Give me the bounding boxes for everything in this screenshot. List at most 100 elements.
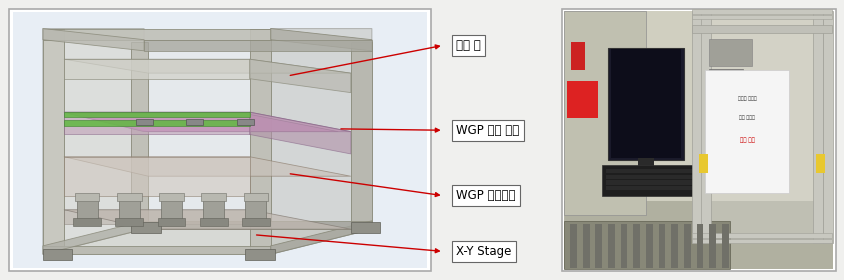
Polygon shape	[249, 59, 350, 93]
Bar	[691, 11, 701, 243]
Bar	[564, 11, 646, 215]
Bar	[75, 193, 100, 201]
Bar	[620, 224, 627, 268]
Polygon shape	[64, 157, 350, 176]
Bar	[570, 224, 576, 268]
Bar	[249, 29, 270, 254]
Bar	[812, 11, 822, 243]
Polygon shape	[270, 29, 371, 51]
Bar	[721, 224, 728, 268]
Bar	[350, 222, 380, 233]
Bar	[199, 218, 227, 226]
Bar	[571, 43, 585, 70]
Bar	[691, 9, 830, 13]
Bar	[564, 221, 729, 269]
Bar	[637, 154, 654, 173]
Polygon shape	[64, 210, 350, 229]
Polygon shape	[43, 29, 270, 40]
Polygon shape	[43, 229, 371, 254]
Bar	[203, 196, 224, 224]
Bar	[561, 9, 835, 271]
Polygon shape	[64, 210, 249, 224]
Bar	[73, 218, 101, 226]
Bar	[658, 224, 665, 268]
Bar	[564, 201, 832, 269]
Bar	[132, 222, 161, 233]
Bar	[117, 193, 142, 201]
Bar	[633, 224, 640, 268]
Bar	[691, 25, 830, 33]
Text: 편광 계측기: 편광 계측기	[738, 115, 755, 120]
Polygon shape	[64, 120, 249, 125]
Bar	[704, 70, 788, 193]
Polygon shape	[144, 40, 371, 51]
Polygon shape	[43, 29, 144, 254]
Bar	[132, 43, 149, 228]
Text: 광폐형 노광기: 광폐형 노광기	[737, 96, 755, 101]
Polygon shape	[144, 221, 371, 229]
Bar	[704, 171, 721, 190]
Bar	[605, 186, 696, 190]
Bar	[14, 12, 426, 268]
Bar	[815, 154, 824, 173]
Bar	[605, 180, 696, 185]
Bar	[245, 196, 266, 224]
Bar	[186, 119, 203, 125]
Bar	[691, 239, 830, 243]
Bar	[161, 196, 181, 224]
Bar	[350, 43, 371, 228]
Bar	[582, 224, 589, 268]
Polygon shape	[64, 112, 249, 134]
Bar	[698, 154, 706, 173]
Bar	[708, 69, 742, 80]
Bar	[608, 48, 683, 160]
Bar	[201, 193, 225, 201]
Bar	[14, 12, 426, 268]
Polygon shape	[43, 221, 144, 254]
Bar	[77, 196, 98, 224]
Text: WGP 계측장치: WGP 계측장치	[456, 189, 515, 202]
Bar	[243, 193, 268, 201]
Polygon shape	[64, 112, 350, 132]
Bar	[9, 9, 430, 271]
Bar	[683, 224, 690, 268]
Bar	[158, 218, 185, 226]
Bar	[646, 224, 652, 268]
Bar	[608, 224, 614, 268]
Bar	[691, 233, 830, 237]
Polygon shape	[270, 221, 371, 254]
Bar	[691, 11, 830, 243]
Bar	[671, 224, 678, 268]
Bar	[566, 81, 598, 118]
Polygon shape	[68, 113, 338, 132]
Text: X-Y Stage: X-Y Stage	[456, 245, 511, 258]
Bar	[695, 224, 702, 268]
Bar	[595, 224, 602, 268]
Bar	[610, 50, 680, 158]
Bar	[119, 196, 140, 224]
Bar	[708, 39, 750, 66]
Polygon shape	[64, 59, 249, 79]
Bar	[564, 11, 832, 269]
Text: 광원 부: 광원 부	[456, 39, 480, 52]
Text: 특수 금급: 특수 금급	[739, 137, 754, 143]
Bar	[241, 218, 269, 226]
Polygon shape	[43, 29, 144, 51]
Bar	[14, 12, 426, 268]
Polygon shape	[43, 246, 270, 254]
Bar	[245, 249, 274, 260]
Bar	[700, 11, 710, 243]
Polygon shape	[64, 157, 249, 196]
Bar	[605, 175, 696, 179]
Bar	[43, 249, 73, 260]
Polygon shape	[249, 112, 350, 154]
Bar	[160, 193, 183, 201]
Bar	[116, 218, 143, 226]
Bar	[605, 169, 696, 173]
Bar	[236, 119, 253, 125]
Bar	[708, 224, 715, 268]
Polygon shape	[64, 59, 350, 73]
Bar	[43, 29, 64, 254]
Polygon shape	[270, 29, 371, 254]
Polygon shape	[64, 112, 249, 117]
